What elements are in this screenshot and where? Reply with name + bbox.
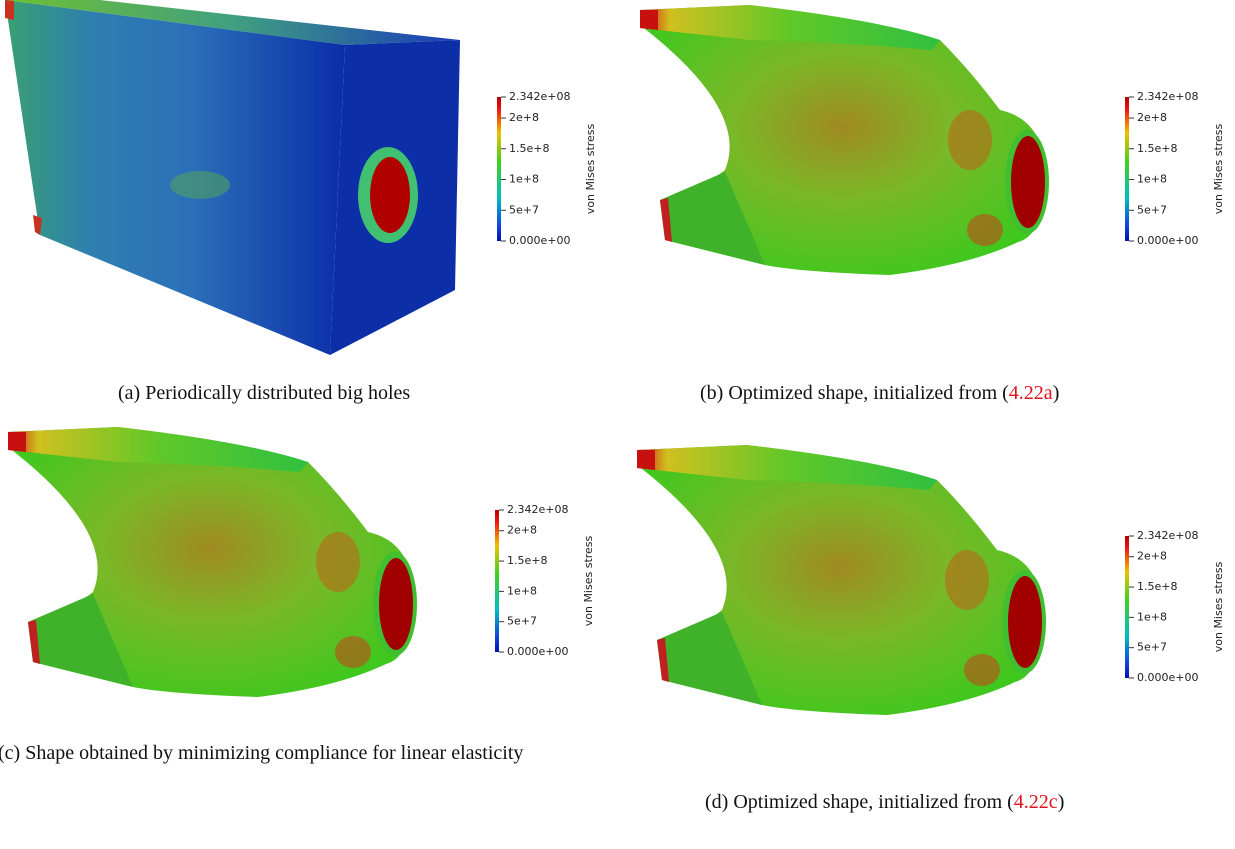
shape-render <box>640 5 1049 275</box>
colorbar: 2.342e+08 2e+8 1.5e+8 1e+8 5e+7 0.000e+00 von … <box>495 503 595 658</box>
colorbar-tick-label: 2.342e+08 <box>1137 90 1198 103</box>
shape-render <box>637 445 1046 715</box>
colorbar-tick-label: 1e+8 <box>509 173 539 186</box>
reference-link[interactable]: 4.22c <box>1013 791 1058 813</box>
colorbar-tick-label: 0.000e+00 <box>509 234 570 247</box>
reference-link[interactable]: 4.22a <box>1008 382 1053 404</box>
colorbar-gradient <box>497 97 501 241</box>
caption-label: (c) <box>0 742 21 764</box>
colorbar-tick-label: 2e+8 <box>1137 111 1167 124</box>
colorbar-tick-label: 5e+7 <box>507 615 537 628</box>
colorbar-title: von Mises stress <box>1212 561 1225 652</box>
colorbar-title: von Mises stress <box>1212 123 1225 214</box>
colorbar-tick-label: 2.342e+08 <box>509 90 570 103</box>
colorbar-tick-label: 0.000e+00 <box>1137 671 1198 684</box>
colorbar-tick-label: 5e+7 <box>509 203 539 216</box>
colorbar: 2.342e+08 2e+8 1.5e+8 1e+8 5e+7 0.000e+00 von … <box>497 90 597 247</box>
colorbar-tick-label: 0.000e+00 <box>1137 234 1198 247</box>
caption-label: (d) <box>705 791 729 813</box>
colorbar-gradient <box>495 510 499 652</box>
caption-text: Periodically distributed big holes <box>145 382 411 404</box>
colorbar-tick-label: 1e+8 <box>507 584 537 597</box>
caption: (c) Shape obtained by minimizing complia… <box>0 740 550 766</box>
caption-text: ) <box>1052 382 1060 404</box>
colorbar-title: von Mises stress <box>584 123 597 214</box>
colorbar-title: von Mises stress <box>582 535 595 626</box>
box-render <box>5 0 460 355</box>
colorbar-tick-label: 2e+8 <box>509 111 539 124</box>
colorbar-tick-label: 1.5e+8 <box>507 554 547 567</box>
colorbar-tick-label: 2e+8 <box>507 524 537 537</box>
colorbar-tick-label: 2.342e+08 <box>1137 529 1198 542</box>
colorbar-tick-label: 5e+7 <box>1137 641 1167 654</box>
shape-render <box>8 427 417 697</box>
colorbar-tick-label: 1e+8 <box>1137 610 1167 623</box>
colorbar-gradient <box>1125 97 1129 241</box>
colorbar-tick-label: 5e+7 <box>1137 203 1167 216</box>
colorbar-tick-label: 1.5e+8 <box>509 142 549 155</box>
colorbar-tick-label: 1e+8 <box>1137 173 1167 186</box>
caption: (a) Periodically distributed big holes <box>118 380 410 406</box>
colorbar-tick-label: 2.342e+08 <box>507 503 568 516</box>
colorbar: 2.342e+08 2e+8 1.5e+8 1e+8 5e+7 0.000e+00 von … <box>1125 90 1225 247</box>
caption-text: Optimized shape, initialized from ( <box>733 791 1014 813</box>
caption-text: Optimized shape, initialized from ( <box>728 382 1009 404</box>
caption-label: (b) <box>700 382 724 404</box>
colorbar-tick-label: 0.000e+00 <box>507 645 568 658</box>
colorbar-gradient <box>1125 536 1129 678</box>
colorbar-tick-label: 2e+8 <box>1137 550 1167 563</box>
colorbar-tick-label: 1.5e+8 <box>1137 142 1177 155</box>
caption-label: (a) <box>118 382 141 404</box>
caption-text: ) <box>1057 791 1065 813</box>
colorbar-tick-label: 1.5e+8 <box>1137 580 1177 593</box>
caption: (d) Optimized shape, initialized from (4… <box>705 789 1064 815</box>
caption: (b) Optimized shape, initialized from (4… <box>700 380 1059 406</box>
caption-text: Shape obtained by minimizing compliance … <box>25 742 524 764</box>
colorbar: 2.342e+08 2e+8 1.5e+8 1e+8 5e+7 0.000e+00 von … <box>1125 529 1225 684</box>
